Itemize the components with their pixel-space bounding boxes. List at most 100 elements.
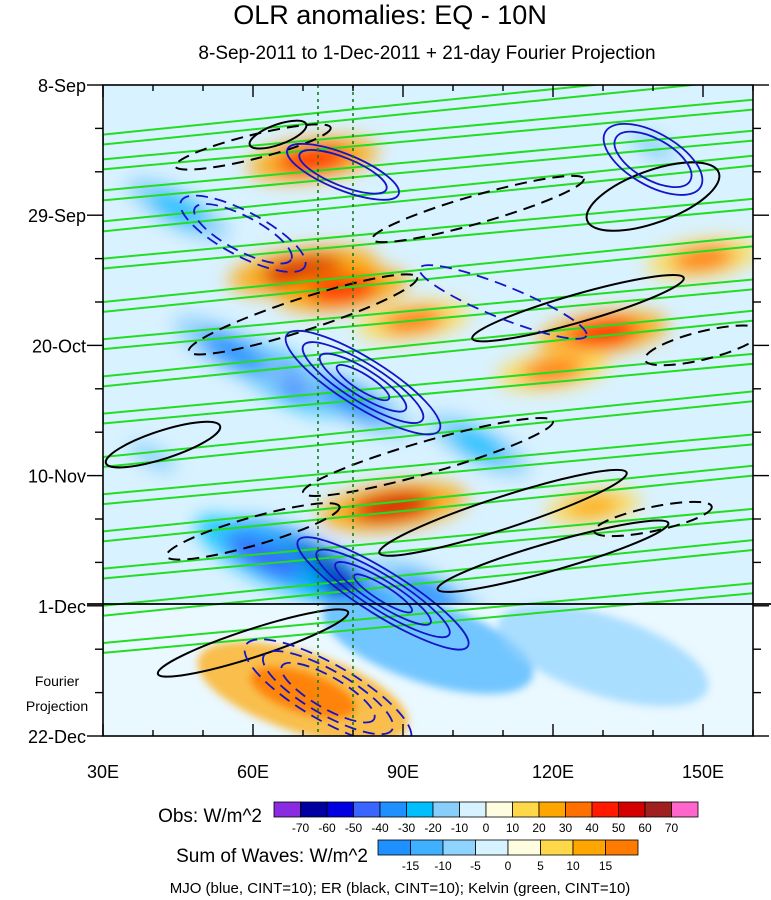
projection-label-line2: Projection <box>26 698 88 714</box>
kelvin-contour <box>103 507 753 580</box>
anomaly-core <box>129 441 177 473</box>
waves-colorbar-label: -5 <box>470 859 481 873</box>
obs-colorbar-label: 50 <box>612 821 626 835</box>
kelvin-contour <box>103 433 753 506</box>
y-tick-label: 8-Sep <box>38 76 86 96</box>
obs-colorbar-swatch <box>671 801 699 818</box>
y-tick-label: 10-Nov <box>28 467 86 487</box>
x-tick-label: 120E <box>532 762 574 782</box>
waves-colorbar-swatch <box>475 839 509 856</box>
er-contour <box>301 417 555 497</box>
anomaly-core <box>449 426 507 463</box>
mjo-contour <box>280 661 376 724</box>
mjo-contour <box>602 122 704 196</box>
kelvin-contour <box>103 582 753 654</box>
mjo-contour <box>418 264 588 340</box>
x-tick-label: 150E <box>682 762 724 782</box>
obs-colorbar-label: 60 <box>638 821 652 835</box>
anomaly-core <box>521 358 585 383</box>
plot-frame <box>102 84 754 737</box>
waves-colorbar-label: 15 <box>599 859 613 873</box>
kelvin-contour <box>103 235 753 313</box>
mjo-contour <box>284 329 442 436</box>
y-axis: 8-Sep 29-Sep 20-Oct 10-Nov 1-Dec 22-Dec <box>28 76 769 747</box>
obs-colorbar-swatch <box>300 801 328 818</box>
er-contour <box>643 324 753 367</box>
er-contour <box>156 608 350 678</box>
y-tick-label: 29-Sep <box>28 206 86 226</box>
er-contour <box>593 500 713 538</box>
mjo-contour <box>262 650 394 736</box>
obs-colorbar-label: 0 <box>483 821 490 835</box>
anomaly-core <box>149 191 207 227</box>
obs-colorbar-swatch <box>379 801 407 818</box>
kelvin-contour <box>103 352 753 425</box>
obs-colorbar-swatch <box>485 801 513 818</box>
mjo-contour <box>193 203 293 265</box>
mjo-contour <box>298 149 388 195</box>
kelvin-contour <box>103 197 753 270</box>
kelvin-contour <box>103 98 753 171</box>
obs-colorbar: -70 -60 -50 -40 -30 -20 -10 0 10 20 30 40 50 60 70 <box>273 801 699 835</box>
obs-colorbar-swatch <box>591 801 619 818</box>
waves-colorbar-swatch <box>377 839 411 856</box>
mjo-contour <box>243 638 413 736</box>
obs-colorbar-label: 20 <box>532 821 546 835</box>
obs-colorbar-label: -40 <box>371 821 389 835</box>
er-contour <box>187 273 419 356</box>
obs-colorbar-swatch <box>459 801 487 818</box>
er-contour <box>248 119 308 150</box>
obs-colorbar-label: 30 <box>559 821 573 835</box>
projection-label-line1: Fourier <box>35 673 80 689</box>
obs-colorbar-swatch <box>512 801 540 818</box>
obs-colorbar-swatch <box>644 801 672 818</box>
waves-colorbar-swatch <box>572 839 606 856</box>
chart-subtitle: 8-Sep-2011 to 1-Dec-2011 + 21-day Fourie… <box>198 43 655 64</box>
mjo-contour <box>352 573 414 614</box>
waves-colorbar-label: -15 <box>402 859 420 873</box>
y-tick-label: 22-Dec <box>28 727 86 747</box>
obs-colorbar-label: -30 <box>398 821 416 835</box>
y-tick-label: 20-Oct <box>32 336 86 356</box>
obs-colorbar-label: -20 <box>424 821 442 835</box>
x-tick-label: 60E <box>237 762 269 782</box>
er-contour <box>378 468 628 557</box>
obs-colorbar-label: 40 <box>585 821 599 835</box>
obs-colorbar-swatch <box>618 801 646 818</box>
kelvin-contour <box>103 390 753 468</box>
kelvin-contour <box>103 464 753 543</box>
mjo-contour <box>318 352 408 413</box>
obs-colorbar-swatch <box>406 801 434 818</box>
waves-colorbar-swatch <box>540 839 574 856</box>
projection-blob <box>497 604 709 707</box>
er-contour <box>104 420 222 469</box>
mjo-contour <box>613 130 693 189</box>
waves-colorbar-swatch <box>507 839 541 856</box>
obs-field <box>109 120 753 630</box>
waves-colorbar-label: -10 <box>434 859 452 873</box>
waves-colorbar-swatch <box>442 839 476 856</box>
projection-core <box>250 667 356 719</box>
obs-colorbar-swatch <box>538 801 566 818</box>
er-contour <box>585 161 721 232</box>
er-contour <box>436 519 670 593</box>
mjo-contour <box>286 142 400 201</box>
obs-colorbar-label: -50 <box>345 821 363 835</box>
obs-colorbar-title: Obs: W/m^2 <box>158 806 262 827</box>
waves-colorbar-swatch <box>605 839 639 856</box>
obs-colorbar-label: -70 <box>292 821 310 835</box>
waves-colorbar: -15 -10 -5 0 5 10 15 <box>377 839 639 873</box>
x-tick-label: 90E <box>387 762 419 782</box>
kelvin-contour <box>103 278 753 351</box>
mjo-contour <box>315 548 451 639</box>
er-contour <box>165 502 341 561</box>
obs-colorbar-label: -10 <box>451 821 469 835</box>
obs-colorbar-swatch <box>432 801 460 818</box>
obs-colorbar-swatch <box>353 801 381 818</box>
waves-colorbar-label: 5 <box>537 859 544 873</box>
plot-area <box>103 85 753 736</box>
kelvin-contour <box>103 309 753 388</box>
y-tick-label: 1-Dec <box>38 597 86 617</box>
obs-colorbar-label: -60 <box>318 821 336 835</box>
